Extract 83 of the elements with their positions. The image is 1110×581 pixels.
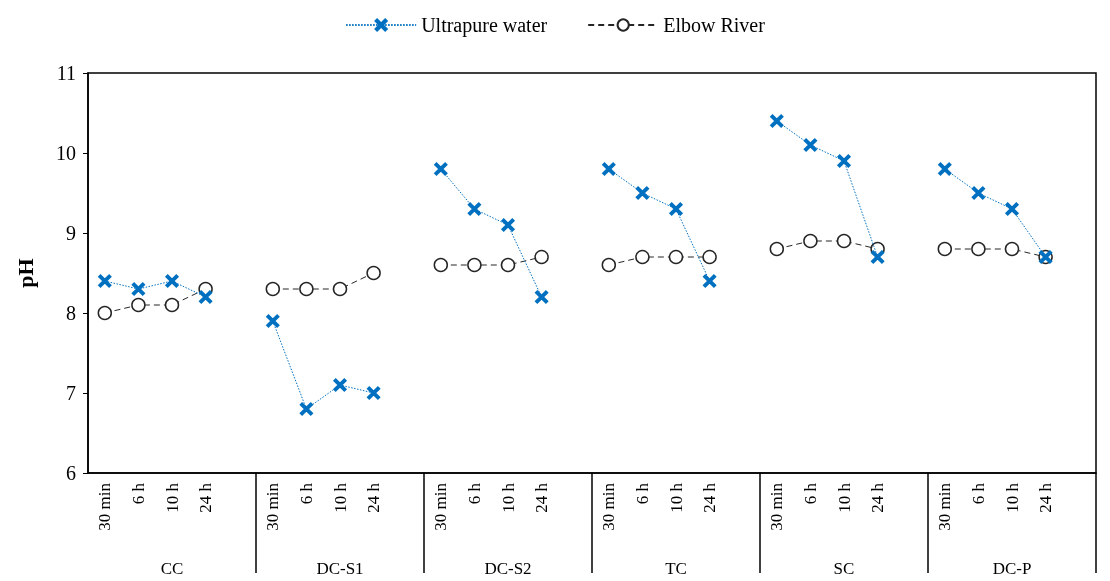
text: TC bbox=[665, 559, 687, 578]
point bbox=[98, 274, 112, 288]
point bbox=[198, 290, 213, 304]
x-tick-label: 24 h bbox=[532, 482, 552, 513]
point bbox=[635, 186, 650, 200]
x-tick-label: 24 h bbox=[364, 482, 384, 513]
point bbox=[602, 162, 616, 176]
x-tick-label: 30 min bbox=[263, 482, 283, 531]
point bbox=[534, 249, 549, 265]
x-tick-label: 24 h bbox=[700, 482, 720, 513]
point bbox=[803, 138, 818, 152]
point bbox=[1004, 241, 1020, 257]
point bbox=[534, 290, 549, 304]
x-tick-label: 10 h bbox=[162, 482, 182, 513]
point bbox=[467, 202, 482, 216]
point bbox=[938, 162, 952, 176]
legend-label: Ultrapure water bbox=[421, 14, 548, 37]
x-tick-label: 24 h bbox=[868, 482, 888, 513]
x-tick-label: 10 h bbox=[666, 482, 686, 513]
point bbox=[299, 402, 314, 416]
x-tick-label: 10 h bbox=[330, 482, 350, 513]
point bbox=[702, 249, 717, 265]
x-tick-label: 6 h bbox=[632, 482, 652, 505]
point bbox=[299, 281, 314, 297]
text: DC-P bbox=[992, 559, 1032, 578]
point bbox=[165, 274, 179, 288]
point bbox=[265, 281, 281, 297]
point bbox=[366, 265, 381, 281]
y-tick-label: 6 bbox=[66, 462, 76, 484]
text: DC-S2 bbox=[484, 559, 532, 578]
point bbox=[164, 297, 180, 313]
y-tick-label: 9 bbox=[66, 222, 76, 244]
x-tick-label: 30 min bbox=[95, 482, 115, 531]
x-tick-label: 24 h bbox=[196, 482, 216, 513]
point bbox=[971, 186, 986, 200]
point bbox=[668, 249, 684, 265]
legend-label: Elbow River bbox=[663, 14, 766, 36]
y-tick-label: 8 bbox=[66, 302, 76, 324]
point bbox=[601, 257, 617, 273]
x-tick-label: 6 h bbox=[464, 482, 484, 505]
point bbox=[770, 114, 784, 128]
point bbox=[501, 218, 515, 232]
x-tick-label: 6 h bbox=[296, 482, 316, 505]
point bbox=[836, 233, 852, 249]
text: SC bbox=[833, 559, 855, 578]
point bbox=[434, 162, 448, 176]
point bbox=[870, 250, 885, 264]
y-tick-label: 11 bbox=[56, 62, 76, 84]
text: CC bbox=[160, 559, 184, 578]
x-tick-label: 6 h bbox=[128, 482, 148, 505]
point bbox=[500, 257, 516, 273]
x-tick-label: 6 h bbox=[800, 482, 820, 505]
x-tick-label: 30 min bbox=[431, 482, 451, 531]
point bbox=[366, 386, 381, 400]
point bbox=[769, 241, 785, 257]
point bbox=[837, 154, 851, 168]
x-tick-label: 10 h bbox=[498, 482, 518, 513]
x-tick-label: 24 h bbox=[1036, 482, 1056, 513]
x-tick-label: 10 h bbox=[1002, 482, 1022, 513]
x-tick-label: 10 h bbox=[834, 482, 854, 513]
y-tick-label: 7 bbox=[66, 382, 76, 404]
x-tick-label: 30 min bbox=[599, 482, 619, 531]
y-axis-title: pH bbox=[12, 258, 38, 288]
point bbox=[635, 249, 650, 265]
point bbox=[803, 233, 818, 249]
point bbox=[702, 274, 717, 288]
point bbox=[937, 241, 953, 257]
point bbox=[433, 257, 449, 273]
text: DC-S1 bbox=[316, 559, 364, 578]
point bbox=[332, 281, 348, 297]
y-tick-label: 10 bbox=[56, 142, 76, 164]
x-tick-label: 30 min bbox=[935, 482, 955, 531]
x-tick-label: 30 min bbox=[767, 482, 787, 531]
point bbox=[1005, 202, 1019, 216]
point bbox=[467, 257, 482, 273]
x-tick-label: 6 h bbox=[968, 482, 988, 505]
point bbox=[971, 241, 986, 257]
point bbox=[669, 202, 683, 216]
point bbox=[266, 314, 280, 328]
point bbox=[97, 305, 113, 321]
point bbox=[131, 297, 146, 313]
point bbox=[131, 282, 146, 296]
point bbox=[333, 378, 347, 392]
